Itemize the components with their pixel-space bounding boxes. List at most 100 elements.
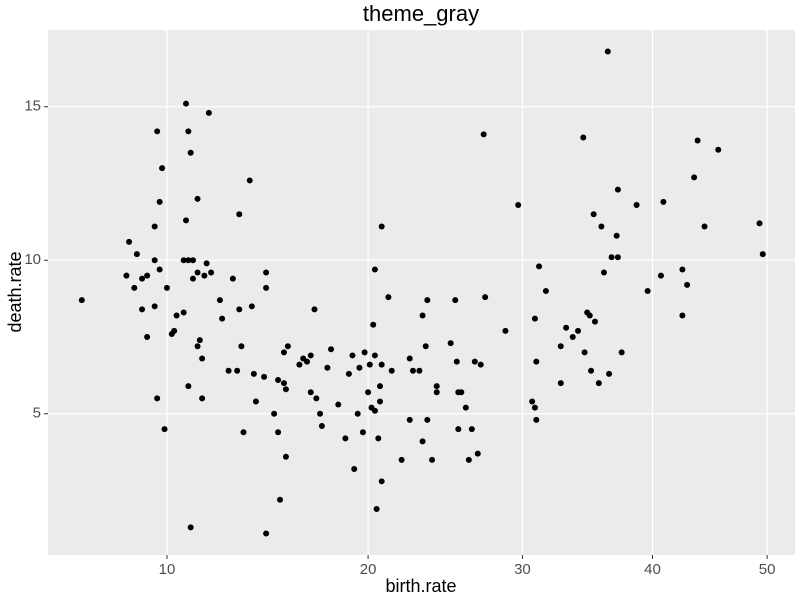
point: [701, 223, 708, 230]
point: [151, 257, 158, 264]
point: [502, 327, 509, 334]
point: [529, 398, 536, 405]
point: [371, 407, 378, 414]
point: [126, 238, 133, 245]
point: [280, 349, 287, 356]
point: [465, 456, 472, 463]
point: [614, 186, 621, 193]
point: [133, 251, 140, 258]
point: [614, 254, 621, 261]
point: [453, 358, 460, 365]
x-tick-label: 30: [514, 561, 531, 578]
point: [307, 352, 314, 359]
point: [263, 269, 270, 276]
point: [356, 364, 363, 371]
point: [216, 297, 223, 304]
y-tick-label: 5: [33, 405, 41, 422]
point: [250, 370, 257, 377]
point: [185, 257, 192, 264]
x-tick-label: 40: [644, 561, 661, 578]
point: [371, 352, 378, 359]
point: [201, 272, 208, 279]
point: [595, 380, 602, 387]
point: [345, 370, 352, 377]
point: [613, 232, 620, 239]
point: [194, 269, 201, 276]
point: [139, 275, 146, 282]
point: [679, 266, 686, 273]
y-tick-label: 10: [24, 251, 41, 268]
point: [580, 134, 587, 141]
point: [433, 383, 440, 390]
point: [203, 260, 210, 267]
point: [324, 364, 331, 371]
point: [606, 370, 613, 377]
point: [657, 272, 664, 279]
point: [480, 131, 487, 138]
point: [351, 466, 358, 473]
point: [536, 263, 543, 270]
point: [406, 355, 413, 362]
point: [328, 346, 335, 353]
point: [261, 373, 268, 380]
point: [236, 211, 243, 218]
point: [248, 303, 255, 310]
point: [151, 223, 158, 230]
point: [715, 146, 722, 153]
point: [691, 174, 698, 181]
y-tick-label: 15: [24, 98, 41, 115]
x-axis-title: birth.rate: [385, 576, 456, 596]
point: [633, 202, 640, 208]
point: [151, 303, 158, 310]
point: [275, 377, 282, 383]
point: [187, 149, 194, 156]
point: [189, 275, 196, 282]
point: [180, 257, 187, 264]
point: [354, 410, 361, 417]
point: [424, 297, 431, 304]
point: [365, 389, 372, 396]
point: [161, 426, 168, 433]
point: [318, 423, 325, 430]
point: [271, 410, 278, 417]
point: [154, 128, 161, 135]
point: [581, 349, 588, 356]
point: [455, 426, 462, 433]
point: [533, 358, 540, 365]
point: [219, 315, 226, 322]
point: [660, 198, 667, 205]
point: [447, 340, 454, 347]
point: [604, 48, 611, 55]
point: [419, 312, 426, 319]
point: [282, 386, 289, 393]
point: [282, 453, 289, 460]
point: [183, 100, 190, 107]
point: [208, 269, 215, 276]
point: [335, 401, 342, 408]
point: [378, 223, 385, 230]
point: [419, 438, 426, 445]
point: [199, 395, 206, 402]
point: [307, 389, 314, 396]
point: [533, 416, 540, 423]
point: [252, 398, 259, 405]
point: [183, 217, 190, 224]
x-tick-label: 10: [159, 561, 176, 578]
point: [515, 202, 522, 208]
point: [171, 327, 178, 334]
point: [304, 358, 311, 365]
point: [376, 398, 383, 405]
point: [542, 287, 549, 294]
point: [531, 315, 538, 322]
point: [424, 416, 431, 423]
point: [759, 251, 766, 258]
point: [159, 165, 166, 172]
point: [194, 343, 201, 350]
point: [388, 367, 395, 374]
point: [429, 456, 436, 463]
point: [370, 321, 377, 328]
point: [246, 177, 253, 184]
point: [694, 137, 701, 144]
